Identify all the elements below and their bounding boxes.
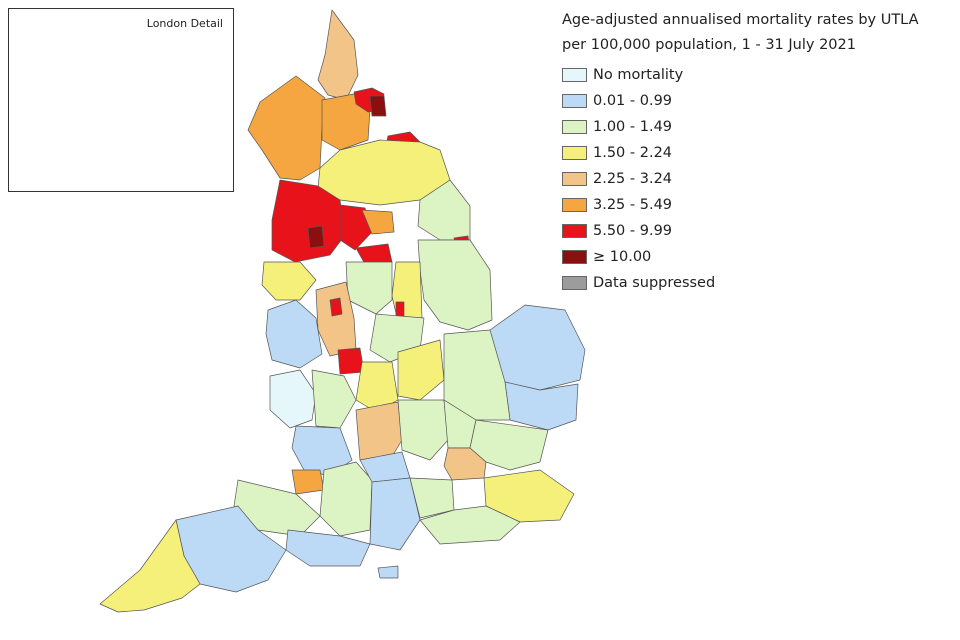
region-bristol — [291, 469, 325, 495]
legend-item: No mortality — [562, 62, 954, 88]
legend-items: No mortality 0.01 - 0.99 1.00 - 1.49 1.50 -… — [562, 62, 954, 296]
legend-swatch — [562, 224, 587, 238]
region-merseyside — [261, 261, 317, 301]
legend-label: No mortality — [593, 67, 684, 83]
region-isle-of-wight — [377, 565, 399, 579]
legend-item: 3.25 - 5.49 — [562, 192, 954, 218]
region-northamptonshire — [397, 339, 445, 401]
legend-item: 1.00 - 1.49 — [562, 114, 954, 140]
legend-item: 0.01 - 0.99 — [562, 88, 954, 114]
legend-item: 1.50 - 2.24 — [562, 140, 954, 166]
region-northumberland — [317, 9, 359, 101]
legend-label: 0.01 - 0.99 — [593, 93, 673, 109]
legend-item: Data suppressed — [562, 270, 954, 296]
legend-swatch — [562, 94, 587, 108]
region-wiltshire — [319, 461, 373, 537]
legend-item: ≥ 10.00 — [562, 244, 954, 270]
legend-label: Data suppressed — [593, 275, 716, 291]
legend-swatch — [562, 120, 587, 134]
region-stoke — [329, 297, 343, 317]
legend-label: 1.50 - 2.24 — [593, 145, 673, 161]
legend-item: 5.50 - 9.99 — [562, 218, 954, 244]
legend-label: 1.00 - 1.49 — [593, 119, 673, 135]
legend-swatch — [562, 276, 587, 290]
region-dorset — [285, 529, 371, 567]
region-cornwall — [99, 519, 201, 613]
region-derbyshire — [345, 261, 393, 315]
legend-item: 2.25 - 3.24 — [562, 166, 954, 192]
legend-label: ≥ 10.00 — [593, 249, 652, 265]
region-leeds — [361, 209, 395, 235]
region-oxfordshire — [355, 401, 403, 461]
region-hampshire — [369, 477, 421, 551]
region-west-midlands — [337, 347, 365, 375]
region-lincolnshire — [417, 239, 493, 331]
legend-swatch — [562, 172, 587, 186]
region-worcestershire — [311, 369, 357, 429]
region-lancashire — [271, 179, 346, 263]
map-legend: Age-adjusted annualised mortality rates … — [562, 8, 954, 296]
legend-label: 5.50 - 9.99 — [593, 223, 673, 239]
region-bucks — [397, 399, 449, 461]
region-shropshire — [265, 299, 323, 369]
region-sussex — [419, 505, 521, 545]
london-inset: London Detail — [8, 8, 234, 192]
region-manchester — [307, 225, 325, 249]
legend-label: 2.25 - 3.24 — [593, 171, 673, 187]
region-cumbria — [247, 75, 326, 181]
legend-swatch — [562, 68, 587, 82]
legend-label: 3.25 - 5.49 — [593, 197, 673, 213]
legend-title: Age-adjusted annualised mortality rates … — [562, 12, 919, 53]
region-sunderland — [369, 95, 387, 117]
region-west-yorkshire — [339, 204, 373, 251]
legend-swatch — [562, 250, 587, 264]
legend-swatch — [562, 146, 587, 160]
region-herefordshire — [269, 369, 317, 429]
inset-title: London Detail — [146, 17, 223, 30]
legend-swatch — [562, 198, 587, 212]
